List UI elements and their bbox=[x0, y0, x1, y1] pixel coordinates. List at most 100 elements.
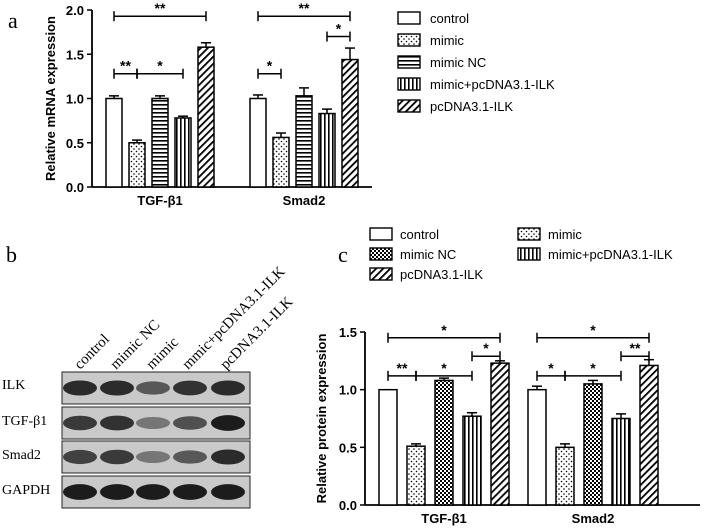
y-tick-label: 0.5 bbox=[339, 440, 357, 455]
panel-label-b: b bbox=[6, 242, 17, 267]
legend-swatch bbox=[397, 55, 421, 69]
legend-swatch bbox=[369, 267, 393, 281]
blot-band bbox=[211, 415, 245, 431]
legend-swatch bbox=[369, 227, 393, 241]
significance-label: * bbox=[336, 21, 342, 37]
y-tick-label: 1.5 bbox=[339, 325, 357, 340]
bar bbox=[434, 379, 454, 506]
blot-row-labels: ILK TGF-β1 Smad2 GAPDH bbox=[2, 378, 50, 498]
y-axis-label: Relative protein expression bbox=[314, 334, 329, 504]
blot-band bbox=[173, 450, 207, 464]
legend-swatch bbox=[397, 11, 421, 25]
blot-row-label: GAPDH bbox=[2, 483, 50, 498]
bar bbox=[583, 383, 603, 506]
bar bbox=[272, 136, 290, 188]
y-tick-label: 2.0 bbox=[66, 3, 84, 18]
significance-label: ** bbox=[397, 360, 408, 376]
legend-label: mimic NC bbox=[400, 247, 456, 262]
blot-band bbox=[211, 484, 245, 500]
bar bbox=[462, 415, 482, 506]
blot-band bbox=[211, 449, 245, 465]
x-category-label: Smad2 bbox=[283, 193, 326, 208]
bar bbox=[555, 446, 575, 506]
legend-a: control mimic mimic NC mimic+pcDNA3.1-ILK pc… bbox=[397, 11, 555, 114]
significance-label: ** bbox=[155, 0, 166, 16]
y-tick-label: 0.5 bbox=[66, 136, 84, 151]
bar bbox=[197, 46, 215, 188]
blot-row-label: TGF-β1 bbox=[2, 414, 47, 429]
x-category-label: Smad2 bbox=[572, 511, 615, 526]
significance-label: * bbox=[548, 360, 554, 376]
blot-band bbox=[136, 416, 170, 430]
blot-lane-labels: control mimic NC mimic mmic+pcDNA3.1-ILK… bbox=[72, 264, 297, 373]
blot-band bbox=[100, 449, 134, 465]
significance-label: * bbox=[590, 322, 596, 338]
blot-row-label: ILK bbox=[2, 378, 25, 393]
significance-label: * bbox=[157, 58, 163, 74]
legend-label: mimic bbox=[430, 33, 464, 48]
legend-swatch bbox=[397, 33, 421, 47]
blot-band bbox=[136, 381, 170, 395]
y-axis-label: Relative mRNA expression bbox=[43, 16, 58, 181]
bar bbox=[295, 95, 313, 188]
legend-label: mimic bbox=[548, 227, 582, 242]
bar bbox=[105, 97, 123, 188]
bar bbox=[639, 364, 659, 506]
legend-label: mimic+pcDNA3.1-ILK bbox=[548, 247, 673, 262]
blot-row-label: Smad2 bbox=[2, 448, 41, 463]
significance-label: * bbox=[267, 58, 273, 74]
blot-band bbox=[63, 415, 97, 431]
y-tick-label: 1.0 bbox=[66, 92, 84, 107]
legend-swatch bbox=[517, 247, 541, 261]
legend-label: pcDNA3.1-ILK bbox=[430, 99, 513, 114]
bar bbox=[490, 362, 510, 506]
legend-swatch bbox=[517, 227, 541, 241]
blot-band bbox=[100, 380, 134, 396]
y-tick-label: 0.0 bbox=[339, 498, 357, 513]
significance-label: ** bbox=[299, 0, 310, 16]
legend-label: mimic NC bbox=[430, 55, 486, 70]
bar bbox=[341, 58, 359, 188]
legend-label: pcDNA3.1-ILK bbox=[400, 267, 483, 282]
significance-label: * bbox=[441, 360, 447, 376]
x-category-label: TGF-β1 bbox=[421, 511, 467, 526]
bar bbox=[318, 112, 336, 188]
significance-label: * bbox=[441, 322, 447, 338]
significance-label: * bbox=[590, 360, 596, 376]
x-category-label: TGF-β1 bbox=[137, 193, 183, 208]
panel-label-c: c bbox=[338, 242, 348, 267]
bar bbox=[174, 117, 192, 188]
chart-c: 0.0 0.5 1.0 1.5 Relative protein expression T… bbox=[314, 322, 700, 526]
legend-c: control mimic mimic NC mimic+pcDNA3.1-ILK pc… bbox=[369, 227, 673, 282]
blot-band bbox=[173, 416, 207, 430]
blot-band bbox=[63, 449, 97, 465]
legend-label: control bbox=[430, 11, 469, 26]
blot-band bbox=[173, 380, 207, 396]
significance-label: ** bbox=[630, 340, 641, 356]
blot-band bbox=[173, 484, 207, 500]
bar bbox=[378, 388, 398, 506]
legend-swatch bbox=[397, 99, 421, 113]
bar bbox=[249, 97, 267, 188]
western-blot: control mimic NC mimic mmic+pcDNA3.1-ILK… bbox=[2, 264, 297, 509]
legend-label: mimic+pcDNA3.1-ILK bbox=[430, 77, 555, 92]
blot-band bbox=[136, 450, 170, 464]
blot-band bbox=[63, 484, 97, 500]
legend-label: control bbox=[400, 227, 439, 242]
blot-band bbox=[63, 380, 97, 396]
legend-swatch bbox=[397, 77, 421, 91]
chart-a: 0.0 0.5 1.0 1.5 2.0 Relative mRNA expression T… bbox=[43, 0, 372, 208]
bar bbox=[406, 445, 426, 506]
significance-label: * bbox=[483, 340, 489, 356]
blot-band bbox=[100, 415, 134, 431]
blot-band bbox=[211, 380, 245, 396]
significance-label: ** bbox=[120, 58, 131, 74]
panel-label-a: a bbox=[8, 8, 18, 33]
bar bbox=[527, 388, 547, 506]
bar bbox=[128, 142, 146, 188]
blot-band bbox=[136, 484, 170, 500]
blot-band bbox=[100, 484, 134, 500]
y-tick-label: 0.0 bbox=[66, 180, 84, 195]
y-tick-label: 1.5 bbox=[66, 47, 84, 62]
